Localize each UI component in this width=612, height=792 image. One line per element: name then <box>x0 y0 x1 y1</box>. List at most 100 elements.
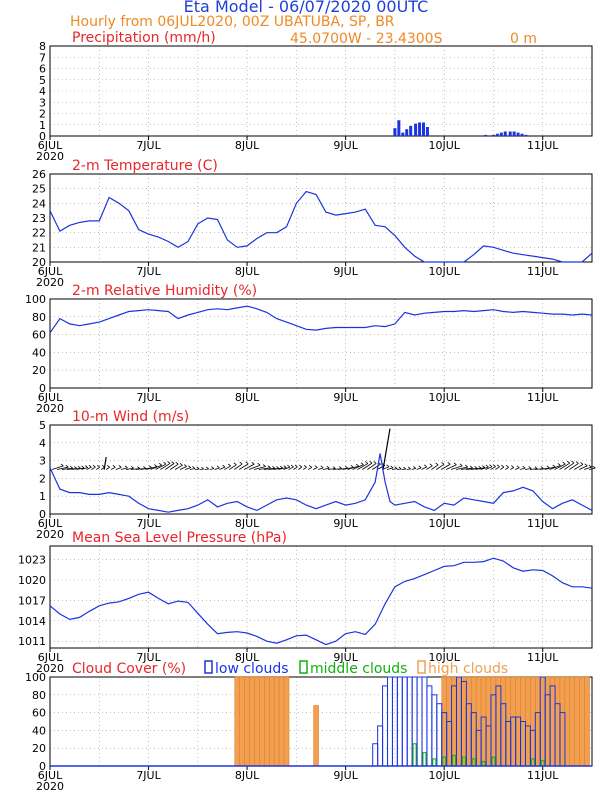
x-tick-label: 8JUL <box>235 139 260 152</box>
high-cloud-bar <box>516 677 521 766</box>
wind-vector-head <box>284 466 287 468</box>
wind-vector-head <box>159 463 162 465</box>
x-tick-label: 9JUL <box>333 517 358 530</box>
wind-vector-head <box>299 465 302 467</box>
y-tick-label: 1017 <box>18 594 46 607</box>
wind-vector-head <box>361 463 364 465</box>
wind-vector <box>111 467 115 469</box>
high-cloud-bar <box>540 677 545 766</box>
precip-bar <box>397 120 400 136</box>
station-elevation: 0 m <box>510 31 537 47</box>
x-tick-label: 9JUL <box>333 265 358 278</box>
wind-vector-head <box>82 466 85 468</box>
x-year-label: 2020 <box>36 528 64 541</box>
low-cloud-bar <box>427 686 432 766</box>
wind-vector-head <box>201 467 204 469</box>
x-tick-label: 11JUL <box>527 139 559 152</box>
wind-vector-head <box>61 464 64 466</box>
wind-vector-head <box>572 461 575 463</box>
legend-swatch <box>300 661 307 673</box>
series-line <box>50 306 592 333</box>
x-year-label: 2020 <box>36 780 64 792</box>
wind-vector-head <box>321 466 324 468</box>
wind-vector-head <box>107 465 110 467</box>
wind-vector <box>106 467 110 469</box>
precip-bar <box>524 135 527 136</box>
y-tick-label: 1020 <box>18 574 46 587</box>
y-tick-label: 40 <box>32 724 46 737</box>
high-cloud-bar <box>530 677 535 766</box>
x-tick-label: 8JUL <box>235 769 260 782</box>
high-cloud-bar <box>264 677 269 766</box>
wind-vector-head <box>89 465 92 467</box>
wind-vector-head <box>287 465 290 467</box>
x-tick-label: 11JUL <box>527 265 559 278</box>
panel-title: 2-m Relative Humidity (%) <box>72 283 257 299</box>
precip-bar <box>513 132 516 137</box>
wind-vector-head <box>339 467 342 469</box>
wind-vector-head <box>408 467 411 469</box>
wind-vector-head <box>454 463 457 465</box>
wind-vector-head <box>143 466 146 468</box>
wind-vector <box>510 468 514 470</box>
precip-bar <box>496 134 499 136</box>
middle-cloud-bar <box>423 753 426 766</box>
high-cloud-bar <box>550 677 555 766</box>
wind-vector-head <box>399 467 402 469</box>
y-tick-label: 1023 <box>18 554 46 567</box>
y-tick-label: 20 <box>32 742 46 755</box>
legend-label: high clouds <box>428 661 508 677</box>
wind-vector-head <box>497 465 500 467</box>
high-cloud-bar <box>471 677 476 766</box>
wind-vector-head <box>188 466 191 468</box>
panel-title: 10-m Wind (m/s) <box>72 409 189 425</box>
high-cloud-bar <box>525 677 530 766</box>
wind-vector <box>318 468 323 470</box>
wind-vector <box>412 468 416 469</box>
wind-vector-head <box>113 465 116 467</box>
x-tick-label: 9JUL <box>333 139 358 152</box>
wind-vector-head <box>356 464 359 466</box>
wind-vector-head <box>506 465 509 467</box>
high-cloud-bar <box>511 677 516 766</box>
x-year-label: 2020 <box>36 150 64 163</box>
precip-bar <box>418 123 421 137</box>
precip-bar <box>492 135 495 136</box>
x-tick-label: 7JUL <box>136 517 161 530</box>
high-cloud-bar <box>279 677 284 766</box>
wind-vector-head <box>395 467 398 469</box>
y-tick-label: 7 <box>39 51 46 64</box>
x-tick-label: 8JUL <box>235 265 260 278</box>
wind-vector-head <box>563 462 566 464</box>
y-tick-label: 1014 <box>18 615 46 628</box>
wind-vector-head <box>333 467 336 469</box>
low-cloud-bar <box>407 677 412 766</box>
high-cloud-bar <box>259 677 264 766</box>
y-tick-label: 80 <box>32 311 46 324</box>
high-cloud-bar <box>585 677 590 766</box>
x-tick-label: 11JUL <box>527 769 559 782</box>
wind-vector-head <box>246 462 249 464</box>
wind-vector-peak <box>383 429 390 470</box>
wind-vector-head <box>172 462 175 464</box>
wind-vector-head <box>593 466 596 468</box>
high-cloud-bar <box>535 677 540 766</box>
wind-vector-head <box>258 463 261 465</box>
wind-vector-head <box>489 465 492 467</box>
wind-vector-head <box>119 465 122 467</box>
wind-vector-head <box>470 466 473 468</box>
wind-vector-head <box>217 466 220 468</box>
low-cloud-bar <box>437 704 442 766</box>
wind-vector-head <box>370 461 373 463</box>
wind-vector-head <box>263 465 266 467</box>
wind-vector <box>392 469 397 470</box>
wind-vector-head <box>280 466 283 468</box>
wind-vector-head <box>585 464 588 466</box>
wind-vector-head <box>234 463 237 465</box>
panel-6: 0204060801006JUL 7JUL 8JUL 9JUL 10JUL 11JUL20… <box>25 661 592 792</box>
chart-subtitle: Hourly from 06JUL2020, 00Z UBATUBA, SP, … <box>70 14 395 30</box>
wind-vector <box>116 467 121 469</box>
high-cloud-bar <box>481 677 486 766</box>
wind-vector-head <box>78 466 81 468</box>
high-cloud-bar <box>545 677 550 766</box>
